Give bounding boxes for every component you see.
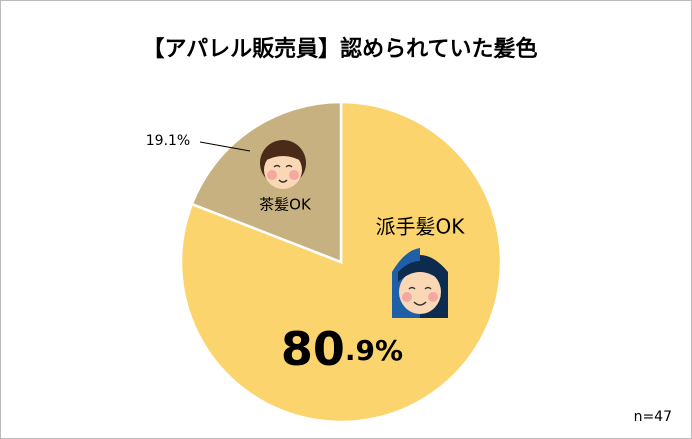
category-label: 茶髪OK [259,196,312,214]
chart-title: 【アパレル販売員】認められていた髪色 [143,36,538,62]
pie [179,100,503,424]
category-label: 派手髪OK [376,215,466,239]
value-label: 80.9% [281,322,403,376]
value-label: 19.1% [146,133,190,149]
note: n=47 [634,409,672,425]
pie-slice [190,100,343,264]
leader-line [199,141,251,152]
face-icon [260,140,306,189]
face-icon [392,248,448,318]
